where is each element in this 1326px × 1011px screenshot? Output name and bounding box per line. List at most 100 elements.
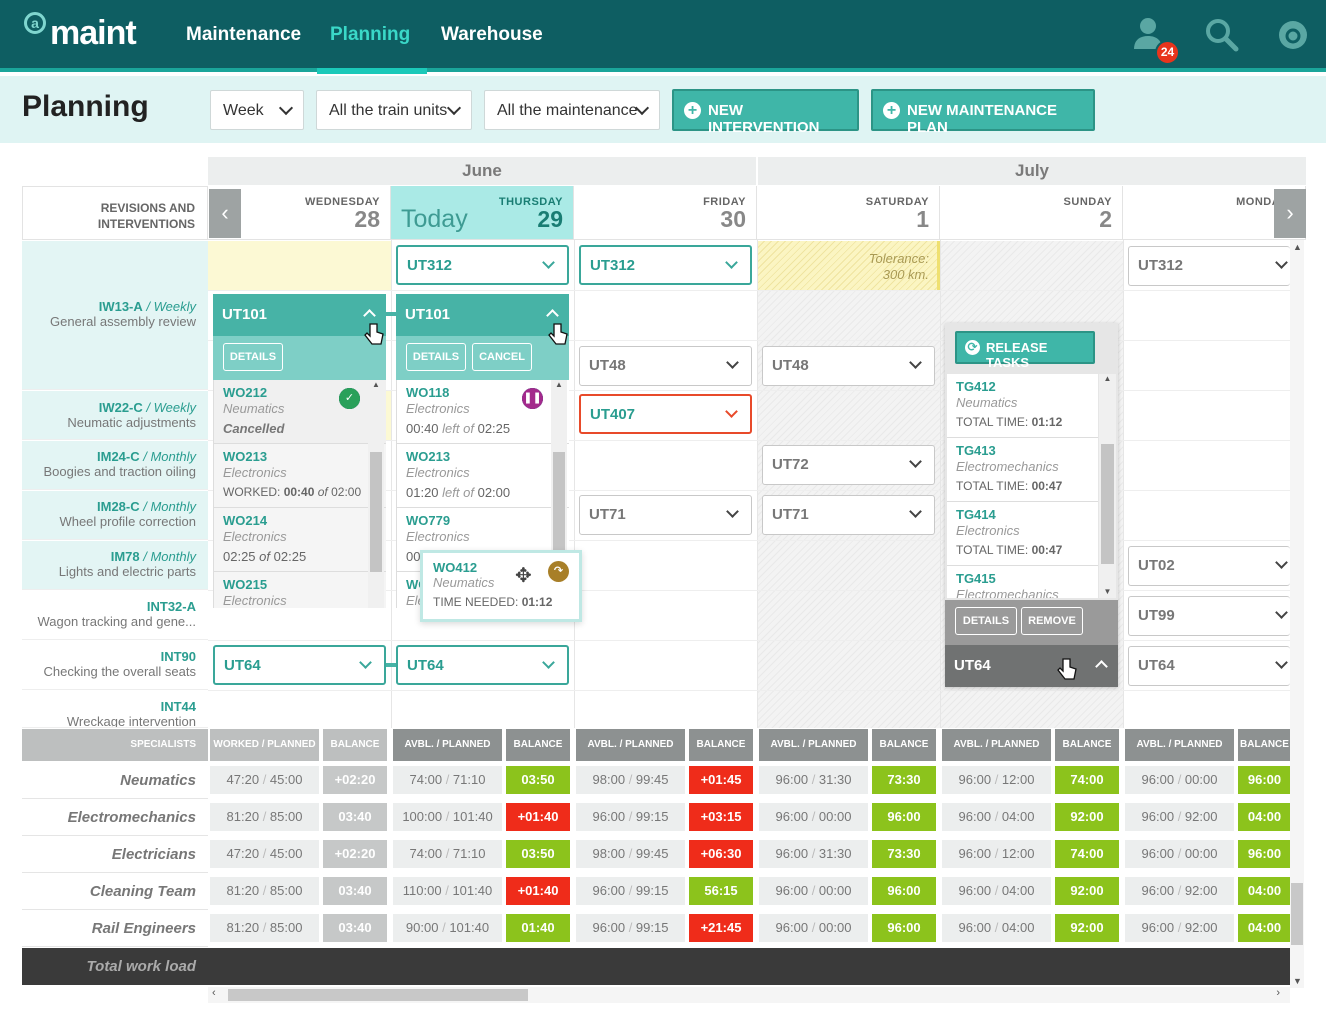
- nav-planning[interactable]: Planning: [330, 24, 411, 45]
- unit-ut64-wed[interactable]: UT64: [213, 645, 386, 685]
- unit-ut312-thu[interactable]: UT312: [396, 245, 569, 285]
- release-tasks-button[interactable]: ⟳ RELEASE TASKS: [955, 331, 1095, 370]
- maintenance-select[interactable]: All the maintenance: [484, 90, 660, 130]
- unit-ut101-thu[interactable]: UT101: [396, 294, 569, 336]
- nav-maintenance[interactable]: Maintenance: [186, 24, 302, 45]
- balance-cell[interactable]: 01:40: [506, 914, 570, 942]
- balance-cell[interactable]: 96:00: [1238, 766, 1291, 794]
- task-item[interactable]: TG415 Electromechanics: [947, 566, 1098, 598]
- balance-cell[interactable]: +01:40: [506, 877, 570, 905]
- balance-cell[interactable]: 03:40: [323, 914, 387, 942]
- dragged-work-order[interactable]: WO412 Neumatics TIME NEEDED: 01:12 ↷ ✥: [420, 550, 582, 622]
- balance-cell[interactable]: 92:00: [1055, 914, 1119, 942]
- units-select[interactable]: All the train units: [316, 90, 472, 130]
- row-im28c[interactable]: IM28-C / Monthly Wheel profile correction: [22, 491, 208, 540]
- new-intervention-button[interactable]: + NEW INTERVENTION: [672, 89, 859, 136]
- balance-cell[interactable]: 74:00: [1055, 766, 1119, 794]
- unit-ut71-sat[interactable]: UT71: [762, 495, 935, 535]
- balance-cell[interactable]: +01:45: [689, 766, 753, 794]
- unit-ut99-mon[interactable]: UT99: [1128, 596, 1290, 636]
- logo[interactable]: maint: [50, 14, 137, 52]
- balance-cell[interactable]: 96:00: [1238, 840, 1291, 868]
- row-iw13a[interactable]: IW13-A / Weekly General assembly review: [22, 241, 208, 390]
- balance-cell[interactable]: 96:00: [872, 877, 936, 905]
- balance-cell[interactable]: 03:40: [323, 877, 387, 905]
- balance-cell[interactable]: 04:00: [1238, 877, 1291, 905]
- details-button[interactable]: DETAILS: [406, 343, 466, 371]
- chevron-up-icon[interactable]: [546, 309, 559, 322]
- balance-cell[interactable]: +21:45: [689, 914, 753, 942]
- unit-ut71-fri[interactable]: UT71: [579, 495, 752, 535]
- task-item[interactable]: TG413 Electromechanics TOTAL TIME: 00:47: [947, 438, 1098, 502]
- unit-ut72-sat[interactable]: UT72: [762, 445, 935, 485]
- details-button[interactable]: DETAILS: [223, 343, 283, 371]
- check-icon[interactable]: ✓: [339, 388, 360, 409]
- unit-ut101-wed[interactable]: UT101: [213, 294, 386, 336]
- work-order[interactable]: WO215 Electronics ✓: [214, 388, 386, 608]
- day-header-thu[interactable]: Today THURSDAY 29: [391, 186, 574, 240]
- balance-cell[interactable]: +03:15: [689, 803, 753, 831]
- row-int90[interactable]: INT90 Checking the overall seats: [22, 641, 208, 690]
- pause-icon[interactable]: ❚❚: [522, 388, 543, 409]
- balance-cell[interactable]: 92:00: [1055, 877, 1119, 905]
- next-week-button[interactable]: ›: [1274, 189, 1306, 238]
- nav-warehouse[interactable]: Warehouse: [441, 24, 543, 45]
- view-select[interactable]: Week: [210, 90, 304, 130]
- unit-ut02-mon[interactable]: UT02: [1128, 546, 1290, 586]
- balance-cell[interactable]: 96:00: [872, 914, 936, 942]
- balance-cell[interactable]: 92:00: [1055, 803, 1119, 831]
- balance-cell[interactable]: +06:30: [689, 840, 753, 868]
- task-list[interactable]: TG412 Neumatics TOTAL TIME: 01:12 TG413 Ele…: [947, 374, 1098, 598]
- notification-badge[interactable]: 24: [1155, 40, 1180, 65]
- unit-ut407-fri[interactable]: UT407: [579, 394, 752, 434]
- unit-ut48-fri[interactable]: UT48: [579, 346, 752, 386]
- vertical-scrollbar[interactable]: ▲ ▼: [1290, 240, 1304, 988]
- unit-ut312-mon[interactable]: UT312: [1128, 246, 1290, 286]
- redo-icon[interactable]: ↷: [548, 561, 569, 582]
- details-button[interactable]: DETAILS: [955, 607, 1017, 635]
- wo-scrollbar[interactable]: ▲: [368, 380, 384, 608]
- prev-week-button[interactable]: ‹: [209, 189, 241, 238]
- balance-cell[interactable]: 74:00: [1055, 840, 1119, 868]
- chevron-up-icon[interactable]: [1095, 660, 1108, 673]
- day-header-sun[interactable]: SUNDAY 2: [940, 186, 1123, 240]
- user-icon[interactable]: [1133, 16, 1163, 50]
- row-im24c[interactable]: IM24-C / Monthly Boogies and traction oil…: [22, 441, 208, 490]
- chevron-up-icon[interactable]: [363, 309, 376, 322]
- new-maintenance-plan-button[interactable]: + NEW MAINTENANCE PLAN: [871, 89, 1095, 136]
- task-scrollbar[interactable]: ▲ ▼: [1099, 374, 1116, 598]
- search-icon[interactable]: [1205, 18, 1239, 52]
- balance-cell[interactable]: 04:00: [1238, 914, 1291, 942]
- day-header-sat[interactable]: SATURDAY 1: [757, 186, 940, 240]
- balance-cell[interactable]: 04:00: [1238, 803, 1291, 831]
- balance-cell[interactable]: 03:50: [506, 840, 570, 868]
- horizontal-scrollbar[interactable]: ‹ ›: [208, 987, 1290, 1003]
- app-logo-icon[interactable]: [1277, 19, 1309, 51]
- unit-ut64-thu[interactable]: UT64: [396, 645, 569, 685]
- balance-cell[interactable]: +01:40: [506, 803, 570, 831]
- remove-button[interactable]: REMOVE: [1021, 607, 1083, 635]
- balance-cell[interactable]: 56:15: [689, 877, 753, 905]
- task-item[interactable]: TG414 Electronics TOTAL TIME: 00:47: [947, 502, 1098, 566]
- balance-cell[interactable]: +02:20: [323, 766, 387, 794]
- balance-cell[interactable]: 96:00: [872, 803, 936, 831]
- unit-ut312-fri[interactable]: UT312: [579, 245, 752, 285]
- balance-cell[interactable]: 03:50: [506, 766, 570, 794]
- row-im78[interactable]: IM78 / Monthly Lights and electric parts: [22, 541, 208, 590]
- cancel-button[interactable]: CANCEL: [472, 343, 532, 371]
- balance-cell[interactable]: 73:30: [872, 840, 936, 868]
- balance-cell[interactable]: 73:30: [872, 766, 936, 794]
- unit-ut64-mon[interactable]: UT64: [1128, 646, 1290, 686]
- unit-ut64-sun[interactable]: UT64: [945, 645, 1118, 687]
- balance-cell[interactable]: +02:20: [323, 840, 387, 868]
- row-iw22c[interactable]: IW22-C / Weekly Neumatic adjustments: [22, 391, 208, 440]
- row-int32a[interactable]: INT32-A Wagon tracking and gene...: [22, 591, 208, 640]
- task-item[interactable]: TG412 Neumatics TOTAL TIME: 01:12: [947, 374, 1098, 438]
- row-int44[interactable]: INT44 Wreckage intervention: [22, 691, 208, 728]
